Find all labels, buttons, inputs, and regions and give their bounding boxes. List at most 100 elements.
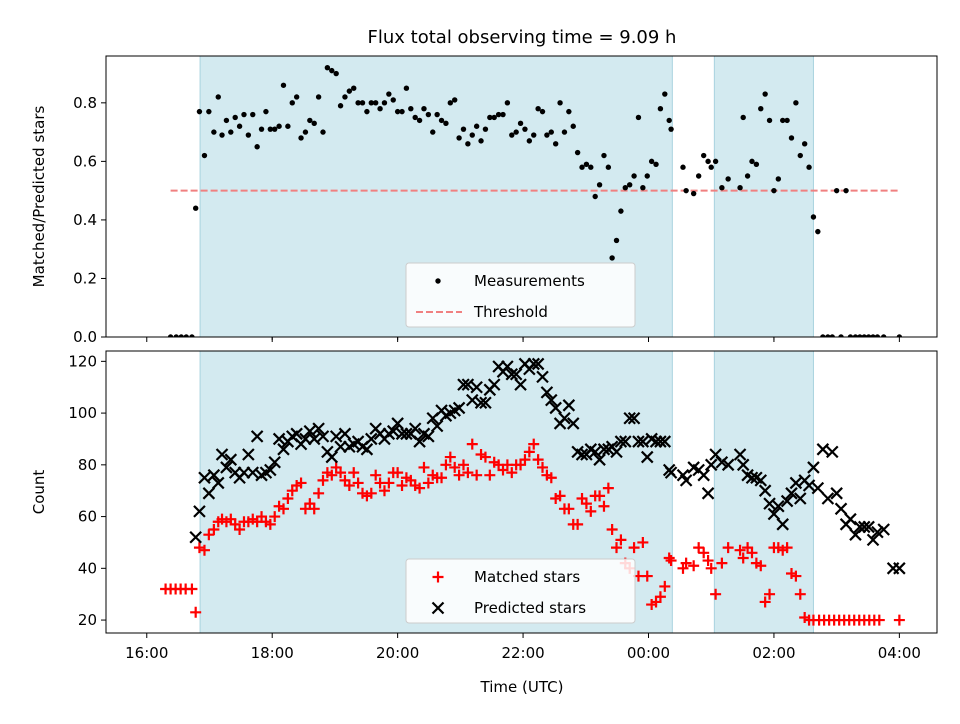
data-point bbox=[189, 530, 202, 544]
data-point bbox=[465, 141, 471, 147]
data-point bbox=[495, 111, 502, 118]
data-point bbox=[519, 454, 531, 466]
data-point bbox=[695, 173, 702, 179]
series-0 bbox=[160, 438, 905, 626]
data-point bbox=[829, 334, 835, 337]
data-point bbox=[737, 552, 749, 564]
data-point bbox=[352, 477, 364, 489]
data-point bbox=[566, 108, 572, 115]
data-point bbox=[368, 100, 374, 106]
y-axis-label: Matched/Predicted stars bbox=[30, 106, 48, 288]
y-axis-label: Count bbox=[30, 470, 48, 515]
data-point bbox=[453, 469, 465, 481]
data-point bbox=[602, 482, 614, 494]
data-point bbox=[771, 187, 777, 194]
data-point bbox=[793, 492, 807, 505]
data-point bbox=[190, 606, 202, 618]
data-point bbox=[716, 557, 728, 569]
data-point bbox=[719, 185, 725, 191]
data-point bbox=[203, 529, 215, 541]
data-point bbox=[416, 117, 423, 124]
data-point bbox=[794, 588, 806, 600]
data-point bbox=[487, 114, 493, 121]
data-point bbox=[807, 461, 820, 474]
data-point bbox=[307, 117, 313, 124]
data-point bbox=[422, 477, 434, 489]
x-axis-label: Time (UTC) bbox=[480, 678, 564, 696]
data-point bbox=[575, 448, 589, 461]
data-point bbox=[764, 588, 776, 600]
data-point bbox=[606, 524, 618, 536]
data-point bbox=[758, 484, 772, 497]
data-point bbox=[277, 443, 290, 456]
data-point bbox=[705, 562, 717, 574]
data-point bbox=[333, 70, 339, 77]
data-point bbox=[821, 492, 835, 505]
data-point bbox=[654, 435, 667, 448]
data-point bbox=[572, 518, 584, 530]
data-point bbox=[452, 97, 458, 103]
data-point bbox=[207, 468, 221, 482]
data-point bbox=[272, 432, 286, 446]
data-point bbox=[627, 411, 641, 425]
data-point bbox=[539, 108, 546, 115]
data-point bbox=[246, 466, 260, 479]
y-tick-label: 0.2 bbox=[73, 269, 97, 287]
y-tick-label: 80 bbox=[78, 456, 97, 474]
data-point bbox=[712, 158, 719, 165]
data-point bbox=[640, 185, 646, 191]
data-point bbox=[500, 111, 506, 118]
legend-label: Threshold bbox=[473, 303, 548, 321]
data-point bbox=[313, 487, 325, 499]
data-point bbox=[430, 129, 436, 135]
data-point bbox=[456, 135, 462, 141]
data-point bbox=[192, 205, 199, 211]
data-point bbox=[206, 108, 212, 115]
data-point bbox=[737, 185, 743, 191]
data-point bbox=[666, 117, 672, 124]
data-point bbox=[537, 461, 549, 473]
data-point bbox=[528, 438, 540, 450]
data-point bbox=[763, 497, 776, 510]
data-point bbox=[302, 129, 309, 135]
axes-frame bbox=[105, 55, 938, 338]
data-point bbox=[708, 164, 714, 170]
data-point bbox=[412, 114, 418, 121]
data-point bbox=[574, 149, 581, 156]
data-point bbox=[469, 132, 475, 138]
data-point bbox=[202, 487, 216, 500]
data-point bbox=[619, 435, 632, 448]
data-point bbox=[254, 144, 260, 150]
data-point bbox=[329, 430, 343, 443]
data-point bbox=[473, 123, 480, 129]
data-point bbox=[614, 435, 628, 448]
data-point bbox=[749, 158, 755, 165]
data-point bbox=[585, 505, 597, 517]
data-point bbox=[482, 126, 489, 132]
data-point bbox=[588, 445, 602, 459]
data-point bbox=[394, 108, 401, 115]
data-point bbox=[414, 482, 426, 494]
data-point bbox=[434, 111, 440, 118]
data-point bbox=[452, 401, 466, 415]
data-point bbox=[311, 120, 317, 127]
data-point bbox=[443, 120, 449, 127]
data-point bbox=[758, 105, 764, 112]
data-point bbox=[250, 111, 256, 118]
top-panel: 0.0 0.2 0.4 0.6 0.8 Matched/Predicted stars Me… bbox=[30, 55, 938, 346]
data-point bbox=[462, 467, 474, 479]
data-point bbox=[264, 463, 277, 477]
data-point bbox=[378, 485, 390, 497]
data-point bbox=[658, 435, 672, 448]
data-point bbox=[211, 476, 225, 490]
data-point bbox=[688, 560, 700, 572]
data-point bbox=[263, 108, 269, 115]
data-point bbox=[436, 472, 448, 484]
data-point bbox=[430, 419, 444, 433]
data-point bbox=[491, 114, 497, 121]
data-point bbox=[189, 334, 195, 337]
data-point bbox=[601, 152, 607, 159]
data-point bbox=[418, 461, 430, 473]
data-point bbox=[834, 502, 848, 516]
data-point bbox=[290, 427, 303, 441]
